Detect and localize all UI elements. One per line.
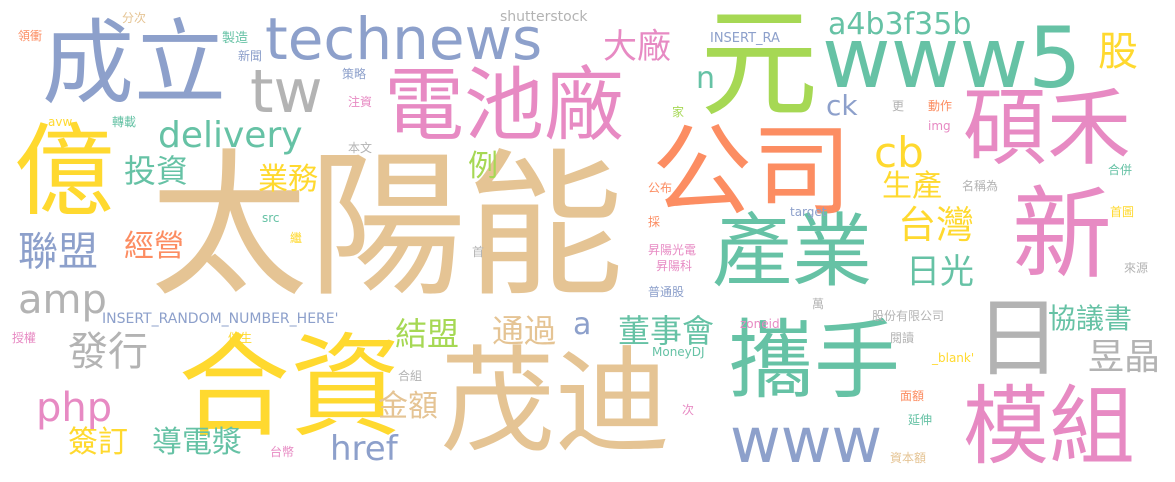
- word-geng: 更: [892, 99, 905, 113]
- word-yanshen: 延伸: [908, 413, 933, 427]
- word-www5: www5: [822, 9, 1082, 107]
- word-shengyangke: 昇陽科: [656, 259, 693, 273]
- word-zhizao: 製造: [222, 31, 249, 46]
- word-a: a: [573, 307, 592, 342]
- word-lianmeng: 聯盟: [18, 229, 98, 275]
- word-blank: _blank': [932, 351, 975, 365]
- word-chanye: 產業: [712, 205, 872, 298]
- word-yuan: 元: [700, 0, 819, 133]
- word-gu: 股: [1098, 29, 1138, 75]
- word-jiemeng: 結盟: [395, 315, 460, 353]
- word-shouquan: 授權: [12, 331, 37, 345]
- word-zibenge: 資本額: [890, 451, 927, 465]
- word-hezu: 合組: [398, 369, 423, 383]
- word-lingchong: 領衝: [18, 29, 43, 43]
- word-xieshou: 攜手: [728, 311, 900, 411]
- word-shoutu: 首圖: [1110, 205, 1135, 219]
- word-delivery: delivery: [158, 115, 303, 156]
- word-shutterstock: shutterstock: [500, 9, 588, 25]
- word-dongshihui: 董事會: [618, 312, 715, 350]
- word-zhuzi: 注資: [348, 95, 373, 109]
- word-riguang: 日光: [906, 252, 974, 292]
- word-cb: cb: [874, 128, 924, 177]
- word-shengchan: 生產: [882, 169, 942, 204]
- word-benwen: 本文: [348, 141, 373, 155]
- word-cai: 採: [648, 215, 661, 229]
- word-zoneid: zoneid: [740, 317, 780, 331]
- word-gongsi: 公司: [652, 113, 852, 230]
- word-ck: ck: [826, 89, 858, 122]
- word-dachang: 大廠: [603, 27, 671, 67]
- word-avw: avw: [48, 115, 73, 129]
- word-taiwan: 台灣: [898, 203, 975, 247]
- word-putonggu: 普通股: [648, 285, 685, 299]
- word-dongzuo: 動作: [928, 99, 953, 113]
- word-taibi: 台幣: [270, 445, 295, 459]
- word-faxing: 發行: [68, 329, 148, 375]
- word-li: 例: [468, 149, 498, 184]
- word-mingchengwei: 名稱為: [962, 179, 999, 193]
- word-mian-e: 面額: [900, 389, 925, 403]
- word-touzi: 投資: [124, 152, 189, 190]
- word-tw: tw: [250, 57, 323, 127]
- word-src: src: [262, 211, 280, 225]
- word-technews: technews: [265, 5, 543, 73]
- word-yi: 億: [14, 113, 114, 230]
- word-taiyangneng: 太陽能: [150, 135, 624, 319]
- word-qianding: 簽訂: [68, 425, 128, 460]
- word-a4b3f35b: a4b3f35b: [828, 7, 972, 42]
- word-xinwen: 新聞: [238, 49, 263, 63]
- word-tongguo: 通過: [492, 312, 557, 350]
- word-img: img: [928, 119, 951, 133]
- word-www: www: [730, 404, 883, 477]
- word-dianchichang: 電池廠: [384, 59, 624, 152]
- word-wan: 萬: [812, 297, 825, 311]
- word-jine: 金額: [378, 389, 438, 424]
- word-xieyishu: 協議書: [1048, 302, 1133, 335]
- word-maodi: 茂迪: [440, 335, 671, 469]
- word-ri: 日: [975, 289, 1061, 389]
- word-moneydj: MoneyDJ: [652, 345, 705, 359]
- word-fenci: 分次: [122, 11, 147, 25]
- word-amp: amp: [18, 277, 107, 323]
- word-yuedu: 閱讀: [890, 331, 915, 345]
- word-chengli: 成立: [42, 10, 227, 117]
- word-hebing: 合併: [1108, 163, 1133, 177]
- word-ji: 繼: [290, 231, 303, 245]
- word-yujing: 昱晶: [1088, 337, 1161, 378]
- word-laiyuan: 來源: [1124, 261, 1149, 275]
- word-celue: 策略: [342, 67, 367, 81]
- word-mozu: 模組: [963, 377, 1135, 477]
- word-target: target: [790, 205, 827, 219]
- word-shengyangguangdian: 昇陽光電: [648, 243, 697, 257]
- word-heizi: 合資: [178, 323, 402, 453]
- word-ci: 次: [682, 403, 695, 417]
- word-yewu: 業務: [258, 162, 318, 197]
- word-cuisheng: 催生: [228, 331, 253, 345]
- word-jingying: 經營: [124, 229, 184, 264]
- word-insert-random: INSERT_RANDOM_NUMBER_HERE': [102, 311, 339, 327]
- word-shou: 首: [472, 245, 485, 259]
- word-php: php: [36, 385, 113, 431]
- word-gongbu: 公布: [648, 181, 673, 195]
- word-jia: 家: [672, 105, 685, 119]
- word-insert-ra: INSERT_RA: [710, 31, 780, 46]
- word-daodianjiang: 導電漿: [152, 425, 242, 460]
- word-zhuanzai: 轉載: [112, 115, 137, 129]
- word-gufenyouxiangongsi: 股份有限公司: [872, 309, 945, 323]
- word-href: href: [330, 429, 398, 469]
- word-xin: 新: [1012, 176, 1112, 293]
- word-shuohe: 碩禾: [963, 79, 1132, 177]
- word-n: n: [696, 61, 716, 96]
